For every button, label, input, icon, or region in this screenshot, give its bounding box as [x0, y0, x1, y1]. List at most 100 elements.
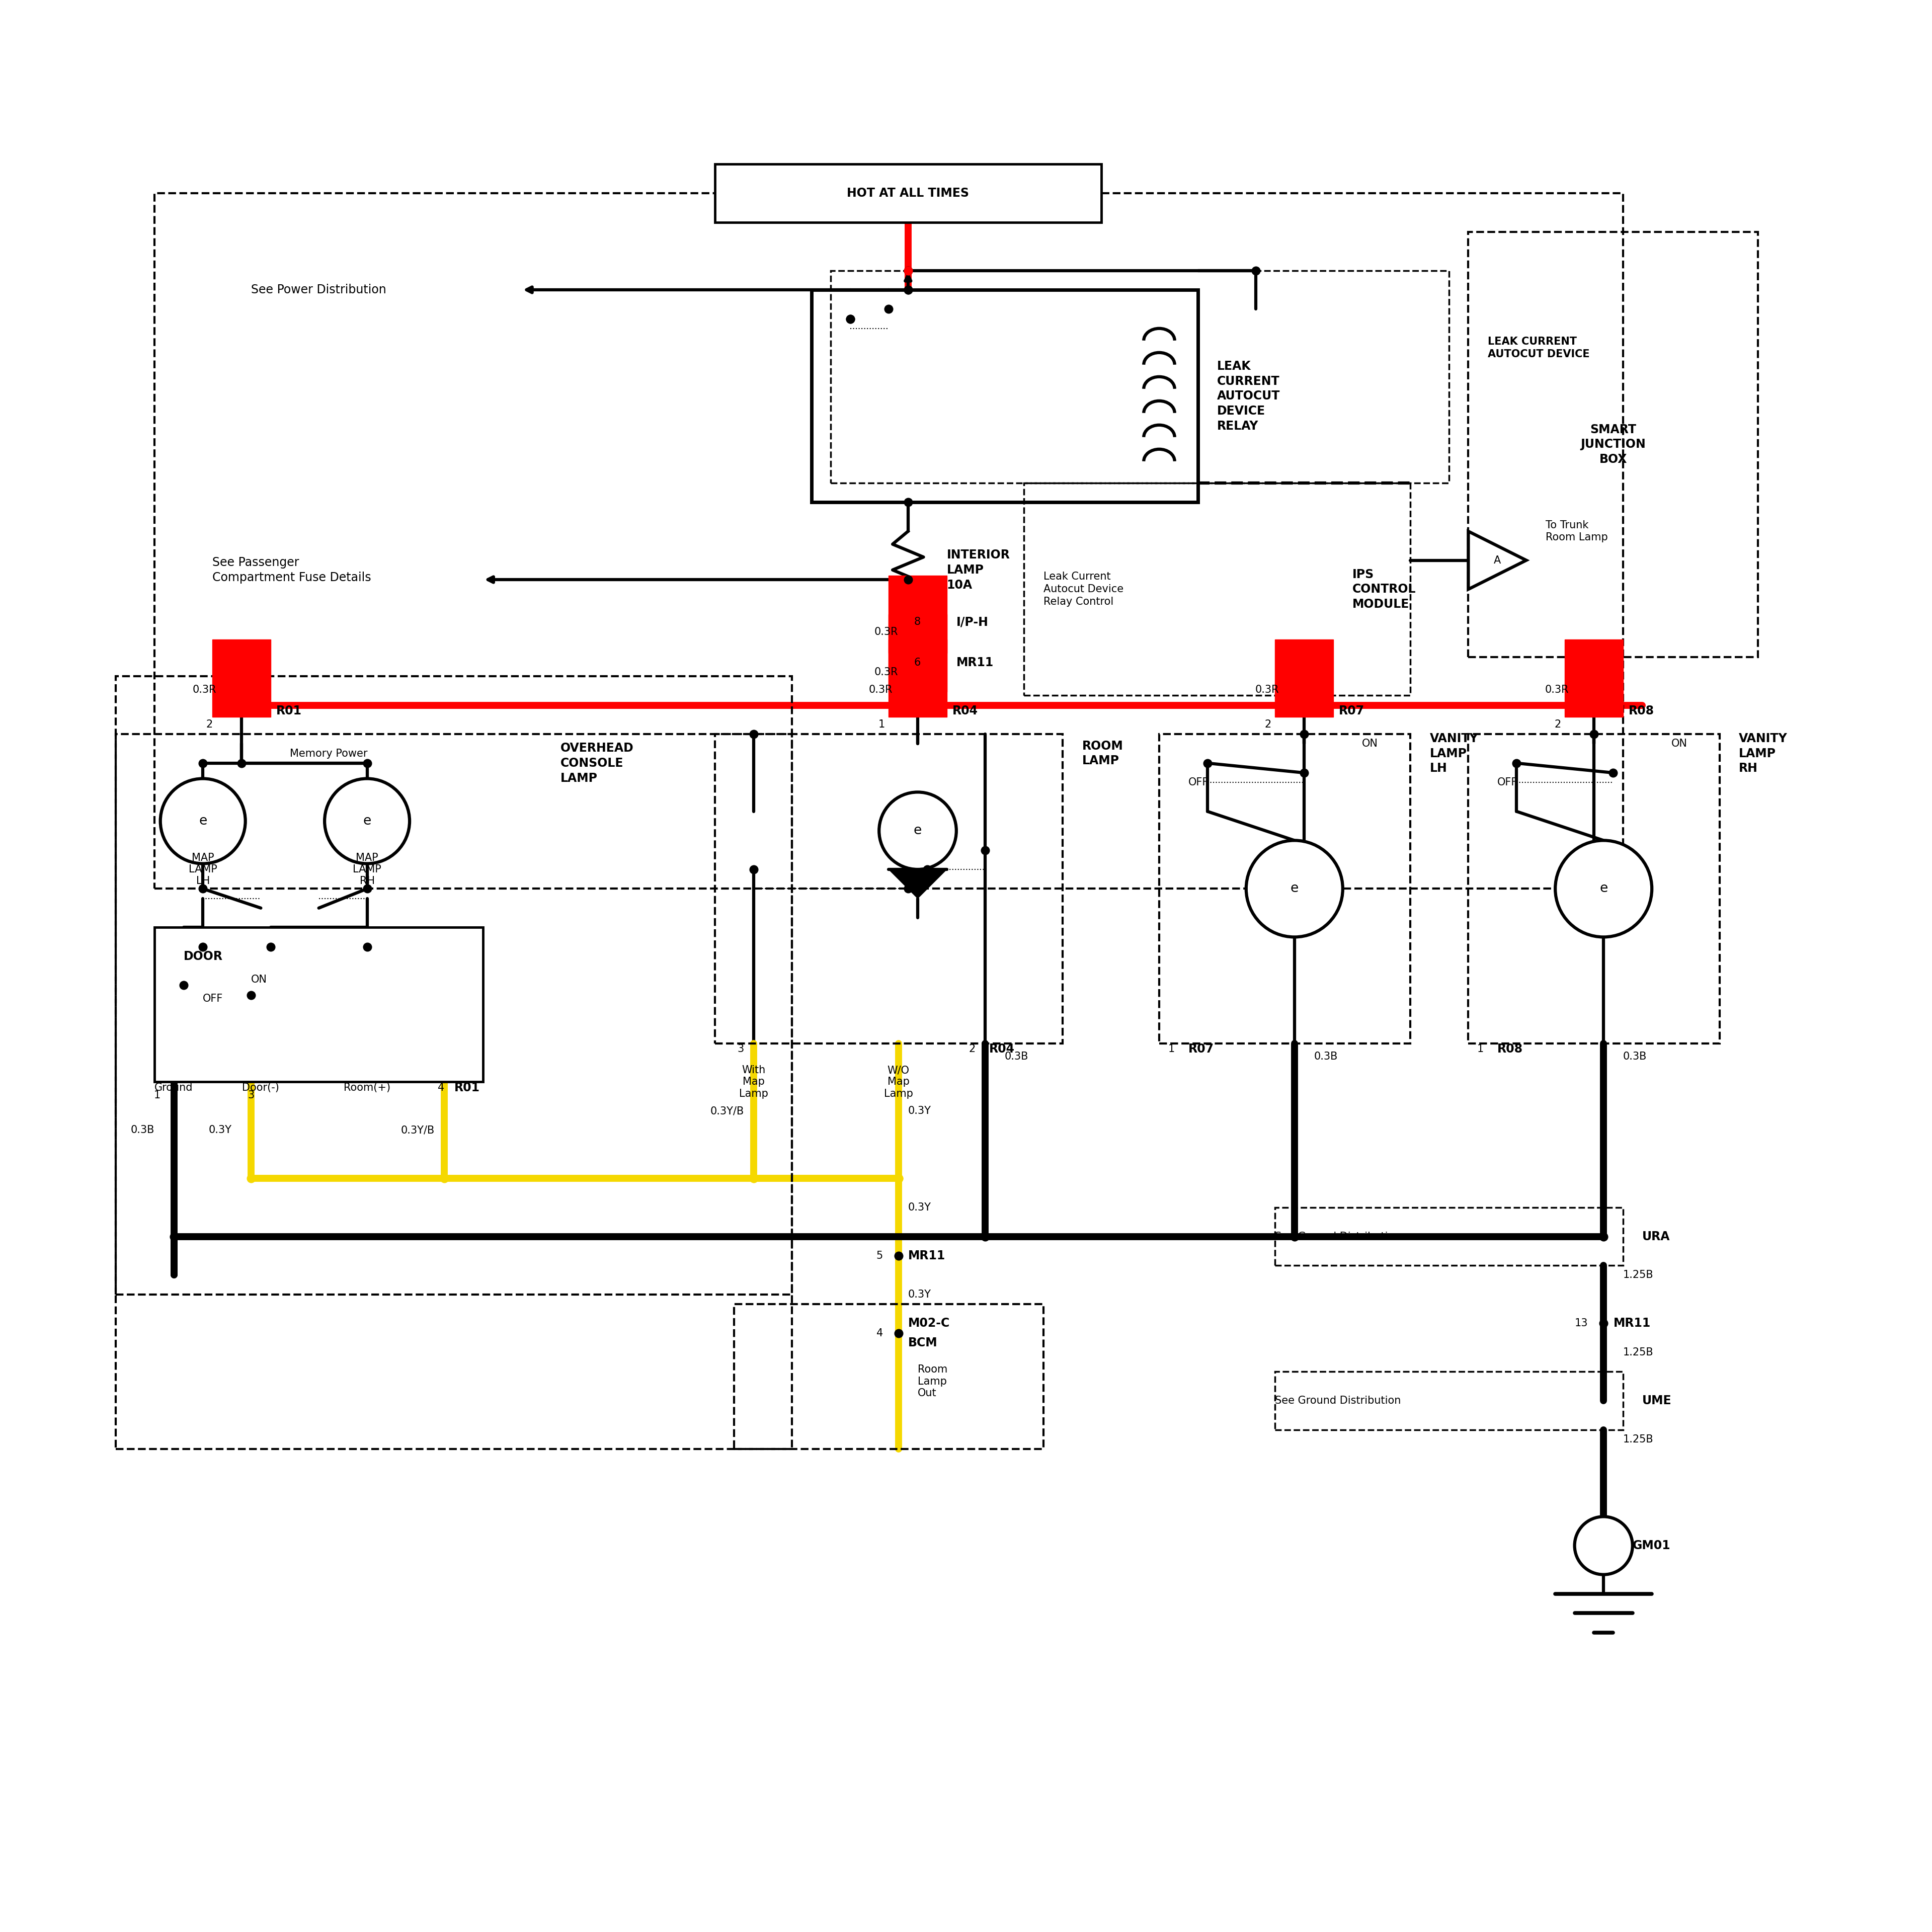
Text: 8: 8 [914, 616, 920, 628]
Text: e: e [199, 815, 207, 827]
Text: 1.25B: 1.25B [1623, 1269, 1654, 1281]
Text: 0.3R: 0.3R [875, 667, 898, 678]
Text: 4: 4 [439, 1082, 444, 1094]
Text: 4: 4 [877, 1327, 883, 1339]
Text: Memory Power: Memory Power [290, 748, 367, 759]
Bar [715, 734, 1063, 1043]
Text: 2: 2 [1555, 719, 1561, 730]
Bar [1159, 734, 1410, 1043]
Text: 1.25B: 1.25B [1623, 1434, 1654, 1445]
Text: 1: 1 [155, 1090, 160, 1101]
Circle shape [1575, 1517, 1633, 1575]
Text: e: e [1291, 883, 1298, 895]
Text: MR11: MR11 [956, 657, 993, 668]
Text: 0.3R: 0.3R [875, 626, 898, 638]
Bar [1468, 734, 1719, 1043]
Text: See Ground Distribution: See Ground Distribution [1275, 1395, 1401, 1406]
Text: OFF: OFF [1188, 777, 1209, 788]
Text: 2: 2 [1265, 719, 1271, 730]
Text: Door(-): Door(-) [242, 1082, 280, 1094]
Bar [1565, 639, 1623, 717]
Text: OFF: OFF [1497, 777, 1519, 788]
Text: 6: 6 [914, 657, 920, 668]
Text: e: e [1600, 883, 1607, 895]
Text: 1.25B: 1.25B [1623, 1347, 1654, 1358]
Text: 0.3R: 0.3R [1546, 684, 1569, 696]
Text: 2: 2 [207, 719, 213, 730]
Text: M02-C: M02-C [908, 1318, 951, 1329]
Text: I/P-H: I/P-H [956, 616, 989, 628]
Text: 1: 1 [879, 719, 885, 730]
Bar [811, 290, 1198, 502]
Bar [889, 639, 947, 717]
Text: IPS
CONTROL
MODULE: IPS CONTROL MODULE [1352, 568, 1416, 611]
Text: 0.3Y/B: 0.3Y/B [400, 1124, 435, 1136]
Text: MR11: MR11 [1613, 1318, 1650, 1329]
Text: R08: R08 [1497, 1043, 1522, 1055]
Text: 3: 3 [247, 1090, 255, 1101]
Text: UME: UME [1642, 1395, 1671, 1406]
Circle shape [325, 779, 410, 864]
Text: 2: 2 [970, 1043, 976, 1055]
Text: R07: R07 [1188, 1043, 1213, 1055]
Bar [831, 270, 1449, 483]
Text: 1: 1 [1169, 1043, 1175, 1055]
Bar [1468, 232, 1758, 657]
Text: 0.3R: 0.3R [869, 684, 893, 696]
Bar [715, 164, 1101, 222]
Text: R04: R04 [952, 705, 978, 717]
Text: DOOR: DOOR [184, 951, 222, 962]
Bar [155, 927, 483, 1082]
Bar [734, 1304, 1043, 1449]
Bar [1275, 1208, 1623, 1265]
Text: 5: 5 [877, 1250, 883, 1262]
Text: 0.3B: 0.3B [1005, 1051, 1028, 1063]
Text: Ground: Ground [155, 1082, 193, 1094]
Text: 0.3B: 0.3B [1314, 1051, 1337, 1063]
Bar [1275, 639, 1333, 717]
Text: 0.3Y: 0.3Y [209, 1124, 232, 1136]
Text: 0.3R: 0.3R [1256, 684, 1279, 696]
Text: URA: URA [1642, 1231, 1669, 1242]
Text: 0.3B: 0.3B [131, 1124, 155, 1136]
Text: 0.3Y: 0.3Y [908, 1202, 931, 1213]
Text: 0.3B: 0.3B [1623, 1051, 1646, 1063]
Text: VANITY
LAMP
RH: VANITY LAMP RH [1739, 732, 1787, 775]
Text: MR11: MR11 [908, 1250, 945, 1262]
Text: LEAK
CURRENT
AUTOCUT
DEVICE
RELAY: LEAK CURRENT AUTOCUT DEVICE RELAY [1217, 359, 1281, 433]
Circle shape [1246, 840, 1343, 937]
Text: Room
Lamp
Out: Room Lamp Out [918, 1364, 947, 1399]
Bar [889, 576, 947, 653]
Text: ON: ON [1362, 738, 1378, 750]
Text: OVERHEAD
CONSOLE
LAMP: OVERHEAD CONSOLE LAMP [560, 742, 634, 784]
Text: VANITY
LAMP
LH: VANITY LAMP LH [1430, 732, 1478, 775]
Text: W/O
Map
Lamp: W/O Map Lamp [883, 1065, 914, 1099]
Text: R07: R07 [1339, 705, 1364, 717]
Bar [116, 676, 792, 1449]
Text: 0.3Y: 0.3Y [908, 1289, 931, 1300]
Text: To Trunk
Room Lamp: To Trunk Room Lamp [1546, 520, 1607, 543]
Text: With
Map
Lamp: With Map Lamp [738, 1065, 769, 1099]
Text: Leak Current
Autocut Device
Relay Control: Leak Current Autocut Device Relay Contro… [1043, 572, 1122, 607]
Text: R08: R08 [1629, 705, 1654, 717]
Text: MAP
LAMP
RH: MAP LAMP RH [354, 852, 381, 887]
Text: MAP
LAMP
LH: MAP LAMP LH [189, 852, 216, 887]
Text: BCM: BCM [908, 1337, 937, 1349]
Text: 1: 1 [1478, 1043, 1484, 1055]
Text: A: A [1493, 554, 1501, 566]
Text: See Passenger
Compartment Fuse Details: See Passenger Compartment Fuse Details [213, 556, 371, 583]
Bar [889, 614, 947, 692]
Text: 0.3Y/B: 0.3Y/B [709, 1105, 744, 1117]
Bar [155, 193, 1623, 889]
Text: ROOM
LAMP: ROOM LAMP [1082, 740, 1122, 767]
Text: LEAK CURRENT
AUTOCUT DEVICE: LEAK CURRENT AUTOCUT DEVICE [1488, 336, 1590, 359]
Text: 13: 13 [1575, 1318, 1588, 1329]
Bar [116, 734, 792, 1294]
Bar [1024, 483, 1410, 696]
Text: INTERIOR
LAMP
10A: INTERIOR LAMP 10A [947, 549, 1010, 591]
Text: OFF: OFF [203, 993, 224, 1005]
Text: R04: R04 [989, 1043, 1014, 1055]
Text: e: e [363, 815, 371, 827]
Text: See Ground Distribution: See Ground Distribution [1275, 1231, 1401, 1242]
Text: Room(+): Room(+) [344, 1082, 390, 1094]
